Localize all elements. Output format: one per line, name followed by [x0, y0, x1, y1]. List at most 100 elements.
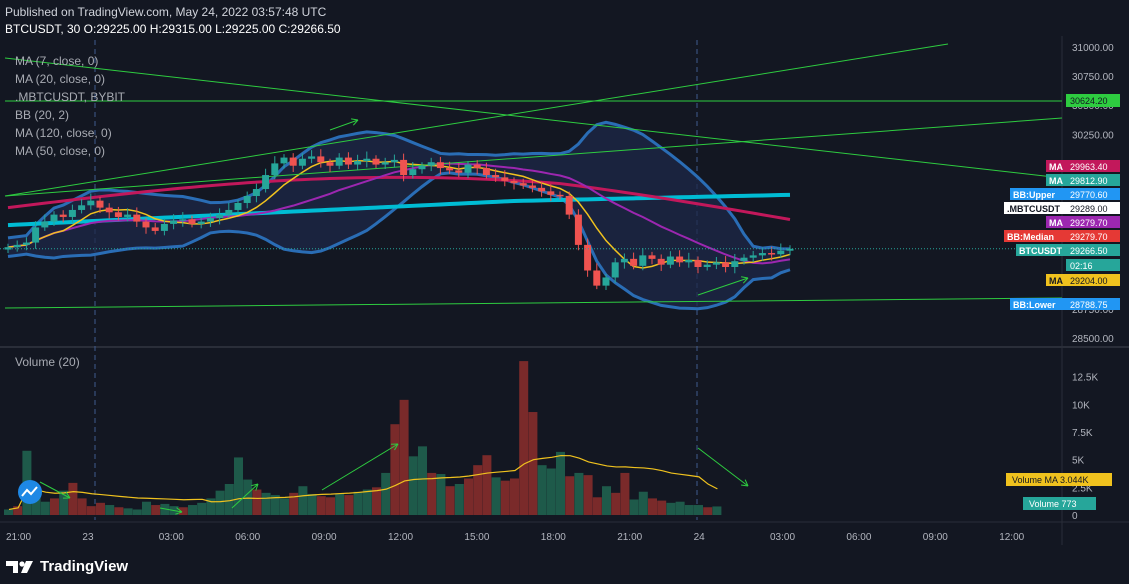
symbol-ohlc-line: BTCUSDT, 30 O:29225.00 H:29315.00 L:2922… — [5, 22, 341, 36]
time-axis-tick-label: 12:00 — [999, 532, 1024, 543]
volume-bar — [473, 465, 483, 515]
candle-body — [538, 187, 546, 192]
axis-label-name-tag — [1046, 160, 1066, 172]
volume-annotation-arrow-head — [390, 443, 399, 451]
axis-label-value-tag — [1066, 160, 1120, 172]
volume-bar — [96, 502, 105, 515]
candle-body — [749, 255, 757, 258]
volume-bar — [445, 486, 455, 515]
volume-bar — [510, 478, 519, 515]
axis-label-value-tag — [1066, 259, 1120, 271]
volume-bar — [546, 468, 556, 515]
axis-label-name-tag — [1010, 188, 1066, 200]
axis-label-value-tag — [1066, 174, 1120, 186]
volume-bar — [68, 482, 78, 515]
axis-label-value: 29770.60 — [1070, 190, 1108, 200]
candle-body — [657, 258, 665, 265]
trendline-ascending-lower — [4, 117, 1063, 197]
axis-label-name: MA — [1049, 218, 1063, 228]
volume-bar — [362, 489, 372, 515]
time-axis-tick-label: 21:00 — [617, 532, 642, 543]
time-axis-tick-label: 15:00 — [464, 532, 489, 543]
volume-annotation-arrow-head — [175, 507, 183, 515]
candle-body — [206, 218, 214, 222]
volume-annotation-arrow — [321, 443, 399, 491]
candle-body — [87, 200, 95, 206]
volume-annotation-arrow — [231, 483, 259, 509]
candle-body — [114, 212, 122, 217]
candle-body — [464, 164, 472, 173]
candle-body — [381, 162, 389, 165]
candle-body — [160, 223, 168, 231]
volume-bar — [381, 472, 391, 515]
volume-ma-line — [8, 454, 718, 511]
volume-bar — [326, 497, 335, 515]
volume-bar — [500, 480, 510, 515]
volume-bar — [703, 507, 713, 515]
axis-label-value-tag — [1066, 188, 1120, 200]
chart-header: Published on TradingView.com, May 24, 20… — [5, 4, 341, 38]
ma50-line — [7, 175, 791, 221]
candle-body — [308, 156, 316, 159]
candle-body — [446, 168, 454, 171]
volume-bar — [491, 477, 501, 515]
volume-label-tag — [1023, 497, 1096, 510]
brand-name: TradingView — [40, 558, 129, 575]
volume-bar — [206, 498, 216, 515]
candle-body — [298, 158, 306, 166]
annotation-arrow-head — [741, 276, 749, 284]
candle-body — [436, 162, 444, 169]
annotation-arrow — [697, 277, 749, 296]
indicator-mbtcusdt[interactable]: .MBTCUSDT, BYBIT — [15, 90, 126, 104]
candle-body — [768, 253, 776, 255]
candle-body — [519, 183, 527, 186]
axis-label-name: .MBTCUSDT — [1007, 204, 1060, 214]
volume-bar — [620, 472, 630, 515]
candle-body — [243, 195, 251, 203]
candle-body — [547, 191, 555, 195]
axis-label-name-tag — [1004, 230, 1066, 242]
indicator-ma7[interactable]: MA (7, close, 0) — [15, 54, 99, 68]
volume-bar — [519, 361, 529, 515]
volume-bar — [464, 478, 473, 515]
volume-bar — [197, 502, 207, 515]
price-axis-tick-label: 28750.00 — [1072, 305, 1114, 316]
axis-label-name-tag — [1004, 202, 1066, 214]
price-axis-tick-label: 30750.00 — [1072, 72, 1114, 83]
published-line: Published on TradingView.com, May 24, 20… — [5, 5, 327, 19]
volume-bar — [390, 424, 400, 515]
volume-bar — [224, 484, 234, 515]
annotation-arrow — [329, 119, 359, 131]
candle-body — [676, 256, 684, 263]
indicator-bb[interactable]: BB (20, 2) — [15, 108, 70, 122]
candle-body — [740, 257, 748, 262]
volume-bar — [408, 456, 418, 515]
indicator-ma120[interactable]: MA (120, close, 0) — [15, 126, 112, 140]
candle-body — [722, 262, 730, 268]
axis-label-value-tag — [1066, 216, 1120, 228]
indicator-ma50[interactable]: MA (50, close, 0) — [15, 144, 106, 158]
indicator-ma20[interactable]: MA (20, close, 0) — [15, 72, 106, 86]
trendline-support — [4, 297, 1063, 309]
candle-body — [151, 227, 159, 231]
volume-bar — [160, 503, 170, 515]
volume-bar — [123, 508, 133, 515]
price-axis-tick-label: 28500.00 — [1072, 334, 1114, 345]
volume-annotation-arrow — [39, 481, 71, 499]
volume-bar — [151, 505, 161, 515]
volume-axis-tick-label: 10K — [1072, 400, 1090, 411]
volume-bar — [280, 498, 289, 515]
volume-ma-label-tag — [1006, 473, 1112, 486]
volume-bar — [59, 490, 69, 515]
axis-label-value: 29279.70 — [1070, 232, 1108, 242]
axis-label-name: MA — [1049, 276, 1063, 286]
axis-label-value: 29279.70 — [1070, 218, 1108, 228]
volume-axis-tick-label: 2.5K — [1072, 483, 1093, 494]
candle-body — [565, 195, 573, 215]
candle-body — [197, 221, 205, 224]
candle-body — [50, 214, 58, 222]
volume-annotation-arrow — [697, 447, 749, 487]
volume-bar — [31, 492, 41, 515]
axis-label-value-tag — [1066, 230, 1120, 242]
